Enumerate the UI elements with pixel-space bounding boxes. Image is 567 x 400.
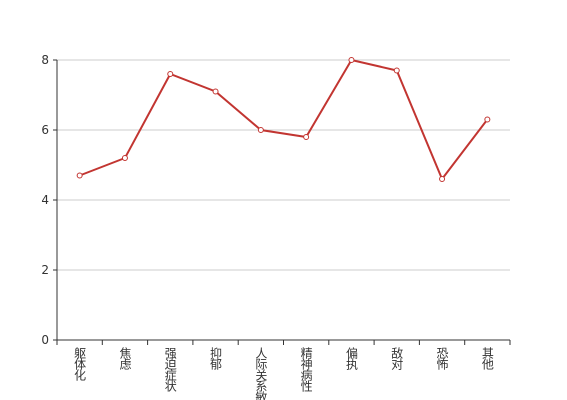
point xyxy=(76,172,83,179)
y-tick-label: 4 xyxy=(41,193,49,207)
y-tick-label: 2 xyxy=(41,263,49,277)
x-tick-label: 其他 xyxy=(480,347,494,370)
x-tick-label: 精神病性 xyxy=(299,347,313,393)
line xyxy=(79,58,489,181)
x-tick-label: 偏执 xyxy=(344,346,358,371)
point xyxy=(439,176,446,182)
point xyxy=(484,116,491,123)
x-tick-label: 恐怖 xyxy=(435,347,449,370)
point xyxy=(393,67,400,74)
y-tick-label: 0 xyxy=(41,333,49,347)
x-tick-label: 强迫症状 xyxy=(163,347,177,392)
y-tick-label: 6 xyxy=(41,123,49,137)
point xyxy=(257,127,264,133)
x-tick-label: 敌对 xyxy=(390,346,404,370)
x-tick-label: 人际关系敏感 xyxy=(254,347,268,400)
point xyxy=(167,71,174,77)
point xyxy=(303,134,310,140)
y-tick-label: 8 xyxy=(41,53,49,67)
x-tick-label: 躯体化 xyxy=(73,346,87,382)
point xyxy=(121,155,128,161)
x-tick-label: 抑郁 xyxy=(209,346,223,371)
x-tick-label: 焦虑 xyxy=(118,347,132,370)
point xyxy=(212,88,219,95)
point xyxy=(348,57,355,63)
